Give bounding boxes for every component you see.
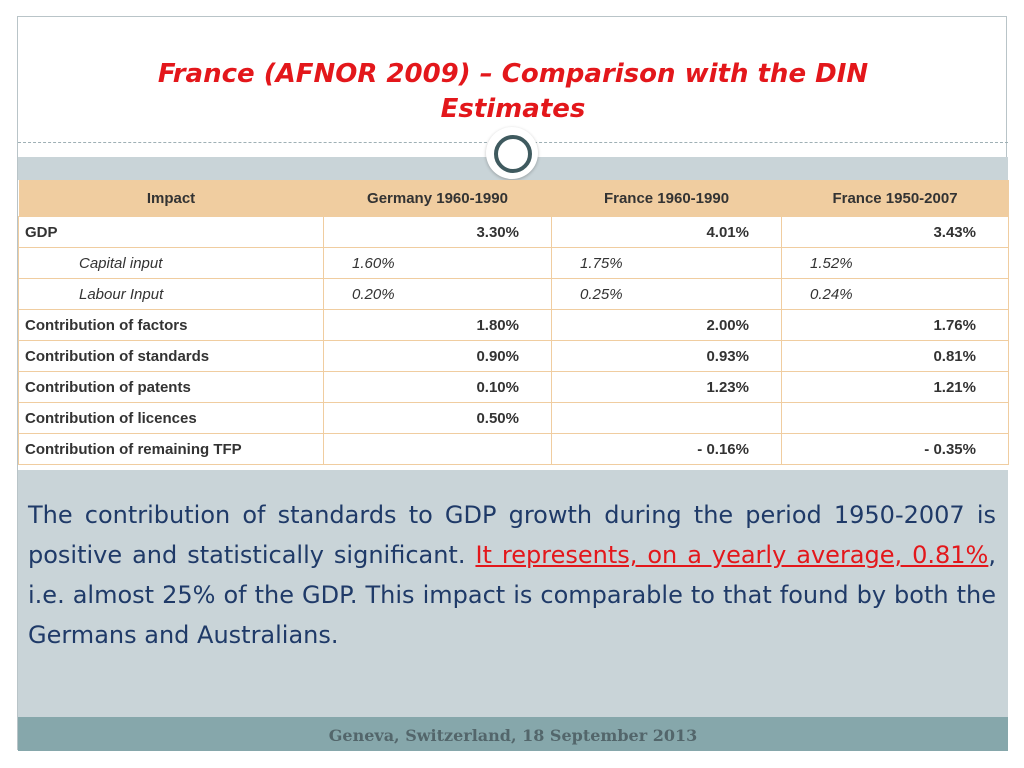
row-label: Contribution of patents xyxy=(18,371,324,403)
table-cell: - 0.16% xyxy=(551,433,782,465)
table-cell: 1.75% xyxy=(551,247,782,279)
footer-text: Geneva, Switzerland, 18 September 2013 xyxy=(328,726,698,745)
table-cell: 1.23% xyxy=(551,371,782,403)
table-row: Labour Input 0.20% 0.25% 0.24% xyxy=(18,278,1009,310)
table-cell: 1.80% xyxy=(323,309,552,341)
summary-paragraph: The contribution of standards to GDP gro… xyxy=(28,495,996,655)
table-row: Contribution of factors 1.80% 2.00% 1.76… xyxy=(18,309,1009,341)
comparison-table: Impact Germany 1960-1990 France 1960-199… xyxy=(18,180,1009,465)
table-cell: 0.25% xyxy=(551,278,782,310)
table-cell: 0.81% xyxy=(781,340,1009,372)
header-germany-1960-1990: Germany 1960-1990 xyxy=(323,180,552,217)
row-label: Contribution of factors xyxy=(18,309,324,341)
row-label: Contribution of remaining TFP xyxy=(18,433,324,465)
slide: France (AFNOR 2009) – Comparison with th… xyxy=(17,16,1009,751)
row-label: Contribution of licences xyxy=(18,402,324,434)
circle-ornament-icon xyxy=(486,127,538,179)
table-cell xyxy=(323,433,552,465)
table-cell: - 0.35% xyxy=(781,433,1009,465)
table-cell: 0.93% xyxy=(551,340,782,372)
row-label: Contribution of standards xyxy=(18,340,324,372)
comparison-table-container: Impact Germany 1960-1990 France 1960-199… xyxy=(18,180,1009,470)
table-row: Contribution of remaining TFP - 0.16% - … xyxy=(18,433,1009,465)
table-cell: 0.50% xyxy=(323,402,552,434)
table-row: Capital input 1.60% 1.75% 1.52% xyxy=(18,247,1009,279)
table-cell: 0.20% xyxy=(323,278,552,310)
header-france-1960-1990: France 1960-1990 xyxy=(551,180,782,217)
table-cell: 1.52% xyxy=(781,247,1009,279)
table-cell: 1.60% xyxy=(323,247,552,279)
table-cell: 0.90% xyxy=(323,340,552,372)
table-cell: 3.30% xyxy=(323,216,552,248)
row-label: GDP xyxy=(18,216,324,248)
table-cell: 1.21% xyxy=(781,371,1009,403)
table-header-row: Impact Germany 1960-1990 France 1960-199… xyxy=(18,180,1009,217)
table-cell xyxy=(551,402,782,434)
table-cell xyxy=(781,402,1009,434)
summary-text-part-2: , i.e. almost 25% of the GDP. This impac… xyxy=(28,541,996,649)
summary-highlight: It represents, on a yearly average, 0.81… xyxy=(475,541,989,569)
table-cell: 2.00% xyxy=(551,309,782,341)
table-cell: 0.24% xyxy=(781,278,1009,310)
table-row: Contribution of licences 0.50% xyxy=(18,402,1009,434)
table-cell: 3.43% xyxy=(781,216,1009,248)
title-line-1: France (AFNOR 2009) – Comparison with th… xyxy=(157,59,869,89)
table-row: Contribution of patents 0.10% 1.23% 1.21… xyxy=(18,371,1009,403)
footer-bar: Geneva, Switzerland, 18 September 2013 xyxy=(18,717,1008,751)
row-label: Labour Input xyxy=(18,278,324,310)
table-cell: 4.01% xyxy=(551,216,782,248)
header-france-1950-2007: France 1950-2007 xyxy=(781,180,1009,217)
table-row: Contribution of standards 0.90% 0.93% 0.… xyxy=(18,340,1009,372)
header-impact: Impact xyxy=(18,180,324,217)
row-label: Capital input xyxy=(18,247,324,279)
summary-text-part-1: The contribution of standards to GDP gro… xyxy=(28,501,996,569)
table-row: GDP 3.30% 4.01% 3.43% xyxy=(18,216,1009,248)
slide-title: France (AFNOR 2009) – Comparison with th… xyxy=(18,57,1008,127)
title-line-2: Estimates xyxy=(440,94,586,124)
table-cell: 1.76% xyxy=(781,309,1009,341)
table-cell: 0.10% xyxy=(323,371,552,403)
